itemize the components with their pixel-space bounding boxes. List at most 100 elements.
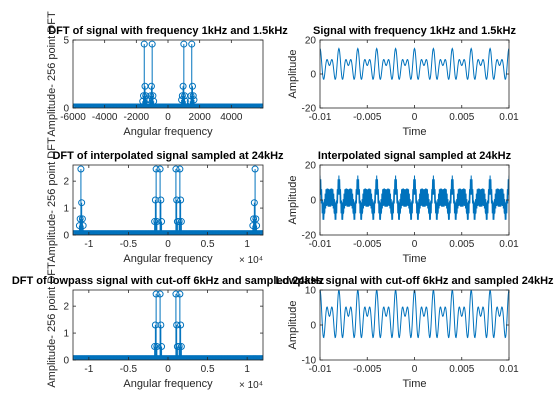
stem-marker xyxy=(181,97,189,105)
y-tick-label: 0 xyxy=(63,356,69,367)
x-axis-exponent: × 10⁴ xyxy=(239,255,263,266)
y-axis-label: Amplitude- 256 point DFT xyxy=(46,11,58,137)
stem-marker xyxy=(152,290,160,298)
y-tick-label: 1 xyxy=(63,204,69,215)
stem-marker xyxy=(172,165,180,173)
x-tick-label: 0 xyxy=(165,239,171,250)
y-tick-label: 0 xyxy=(310,196,316,207)
y-tick-label: -20 xyxy=(302,231,317,242)
stem-marker xyxy=(146,96,154,104)
chart-title: Signal with frequency 1kHz and 1.5kHz xyxy=(313,25,516,37)
x-tick-label: -0.01 xyxy=(309,239,332,250)
x-tick-label: -0.5 xyxy=(120,364,138,375)
stem-marker xyxy=(252,215,260,223)
y-tick-label: 1 xyxy=(63,329,69,340)
stem-marker xyxy=(76,215,84,223)
stem-marker xyxy=(177,321,185,329)
stem-marker xyxy=(177,218,185,226)
x-tick-label: -4000 xyxy=(92,112,118,123)
plot-area xyxy=(73,290,263,360)
stem-marker xyxy=(176,165,184,173)
x-tick-label: 0.5 xyxy=(201,239,215,250)
y-tick-label: 5 xyxy=(63,36,69,47)
x-tick-label: 0 xyxy=(412,364,418,375)
signal-line xyxy=(320,175,509,220)
y-tick-label: 0 xyxy=(310,321,316,332)
x-axis-label: Angular frequency xyxy=(123,126,213,138)
x-tick-label: 0.005 xyxy=(449,364,474,375)
plot-area xyxy=(73,165,263,235)
chart-title: DFT of lowpass signal with cut-off 6kHz … xyxy=(12,275,325,287)
x-tick-label: -0.01 xyxy=(309,112,332,123)
x-tick-label: 0.5 xyxy=(201,364,215,375)
x-tick-label: 0 xyxy=(165,364,171,375)
x-tick-label: 0.005 xyxy=(449,112,474,123)
chart-title: Interpolated signal sampled at 24kHz xyxy=(318,150,512,162)
stem-marker xyxy=(179,82,187,90)
signal-line xyxy=(320,47,509,80)
stem-marker xyxy=(77,165,85,173)
stem-marker xyxy=(151,343,159,351)
x-tick-label: 4000 xyxy=(220,112,243,123)
stem-marker xyxy=(188,40,196,48)
x-tick-label: 1 xyxy=(244,239,250,250)
chart-title: Lowpass signal with cut-off 6kHz and sam… xyxy=(275,275,554,287)
stem-marker xyxy=(147,82,155,90)
stem-marker xyxy=(152,165,160,173)
x-axis-exponent: × 10⁴ xyxy=(239,380,263,391)
x-axis-label: Angular frequency xyxy=(123,378,213,390)
x-tick-label: 0 xyxy=(412,239,418,250)
stem-marker xyxy=(188,82,196,90)
y-tick-label: 0 xyxy=(63,104,69,115)
x-tick-label: -0.01 xyxy=(309,364,332,375)
stem-marker xyxy=(251,165,259,173)
plot-area xyxy=(320,290,509,339)
stem-marker xyxy=(151,218,159,226)
x-tick-label: 2000 xyxy=(189,112,212,123)
x-tick-label: 0.01 xyxy=(499,112,519,123)
chart-title: DFT of signal with frequency 1kHz and 1.… xyxy=(48,25,288,37)
y-tick-label: 2 xyxy=(63,177,69,188)
axes-box xyxy=(72,289,264,361)
plot-area xyxy=(73,40,263,108)
stem-marker xyxy=(139,97,147,105)
x-tick-label: -0.005 xyxy=(353,239,382,250)
stem-marker xyxy=(177,196,185,204)
stem-marker xyxy=(250,215,258,223)
x-axis-label: Time xyxy=(402,378,426,390)
x-tick-label: 0 xyxy=(165,112,171,123)
stem-marker xyxy=(148,40,156,48)
axes-box xyxy=(72,39,264,109)
stem-marker xyxy=(78,199,86,207)
stem-marker xyxy=(172,290,180,298)
x-tick-label: 0.01 xyxy=(499,364,519,375)
x-axis-label: Time xyxy=(402,253,426,265)
stem-marker xyxy=(253,222,261,230)
x-tick-label: -0.5 xyxy=(120,239,138,250)
stem-marker xyxy=(157,321,165,329)
stem-marker xyxy=(140,40,148,48)
x-tick-label: 0.01 xyxy=(499,239,519,250)
stem-marker xyxy=(157,196,165,204)
axes-box xyxy=(319,289,510,361)
x-tick-label: -0.005 xyxy=(353,364,382,375)
y-tick-label: 10 xyxy=(305,286,317,297)
stem-marker xyxy=(147,92,155,100)
stem-marker xyxy=(250,199,258,207)
plot-area xyxy=(320,47,509,80)
y-tick-label: 0 xyxy=(63,231,69,242)
stem-marker xyxy=(176,290,184,298)
stem-marker xyxy=(151,196,159,204)
y-axis-label: Amplitude xyxy=(287,50,299,99)
stem-marker xyxy=(142,92,150,100)
x-axis-label: Time xyxy=(402,126,426,138)
y-tick-label: 2 xyxy=(63,302,69,313)
stem-marker xyxy=(151,321,159,329)
x-axis-label: Angular frequency xyxy=(123,253,213,265)
signal-line xyxy=(320,290,509,339)
y-axis-label: Amplitude xyxy=(287,176,299,225)
stem-marker xyxy=(180,40,188,48)
